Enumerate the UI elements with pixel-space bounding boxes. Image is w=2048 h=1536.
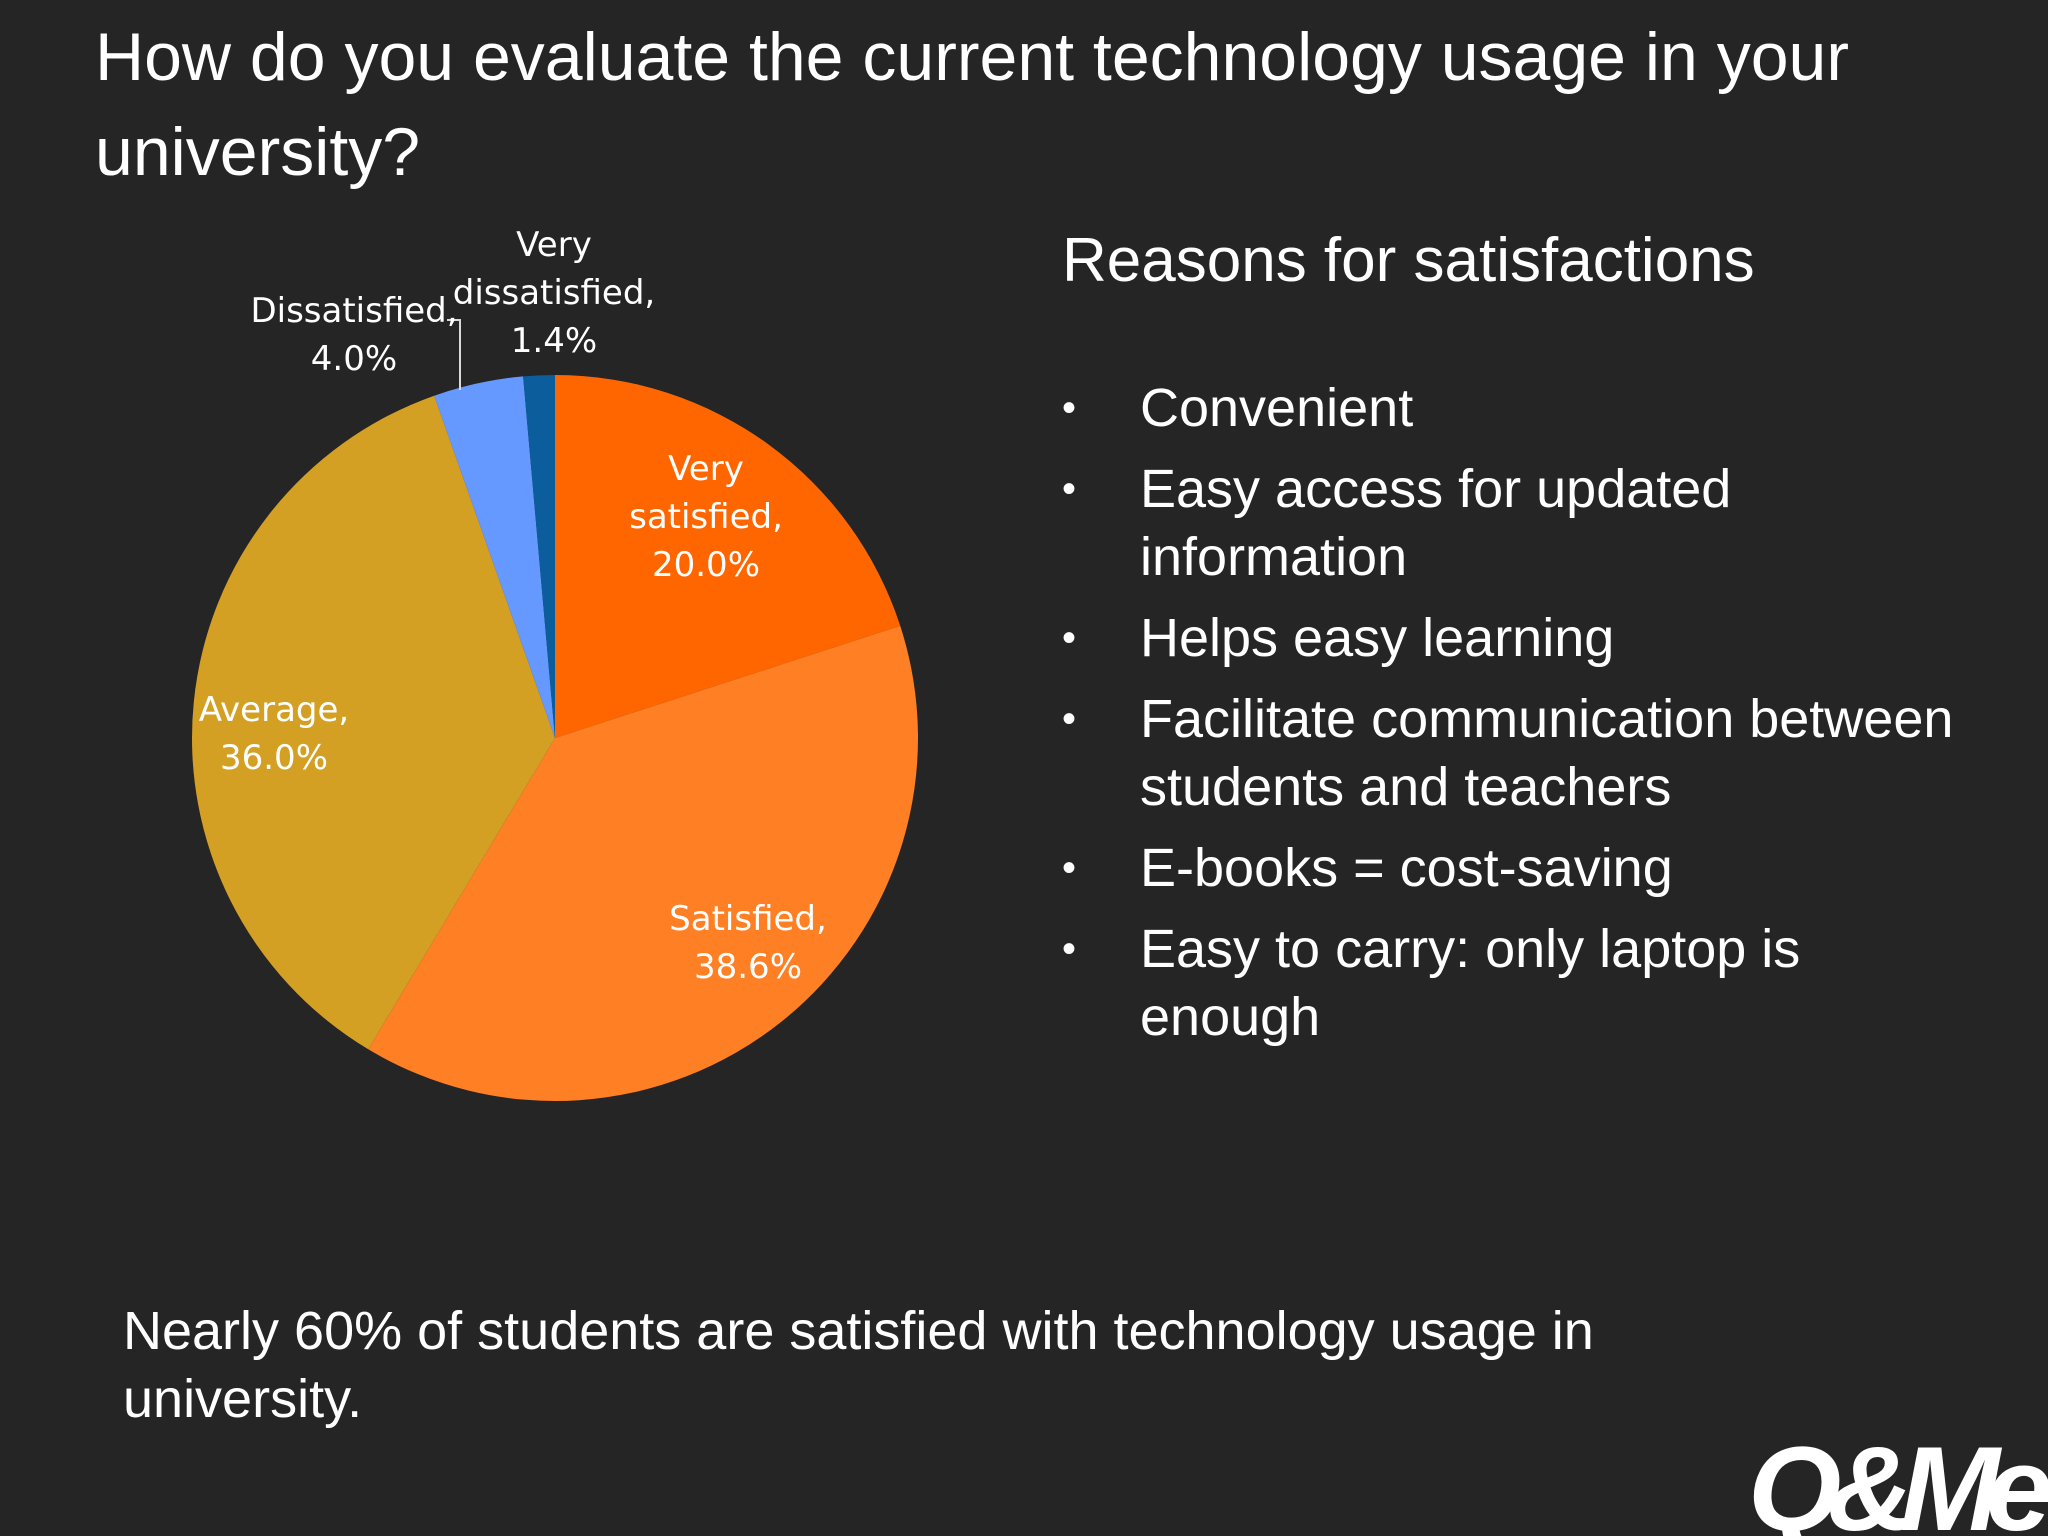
slice-category-label: Average, [199, 690, 349, 730]
pie-slice [523, 375, 555, 738]
reason-text: Facilitate communication between student… [1140, 689, 1954, 817]
logo-text: Q&Me [1752, 1422, 2048, 1536]
slice-category-label: Very [668, 449, 744, 489]
reason-item: • Easy access for updated information [1062, 455, 1962, 591]
summary-text: Nearly 60% of students are satisfied wit… [123, 1301, 1594, 1429]
slice-value-label: 36.0% [220, 738, 328, 778]
slice-category-label: dissatisfied, [453, 273, 656, 313]
slice-category-label: Dissatisfied, [250, 291, 457, 331]
bullet-icon: • [1062, 846, 1077, 890]
bullet-icon: • [1062, 616, 1077, 660]
slice-value-label: 4.0% [311, 339, 397, 379]
reason-text: Easy to carry: only laptop is enough [1140, 919, 1801, 1047]
pie-chart: Very satisfied, 20.0% Satisfied, 38.6% Averag… [191, 225, 918, 1101]
reason-item: • Facilitate communication between stude… [1062, 685, 1962, 821]
reason-item: • Convenient [1062, 374, 1962, 442]
reason-text: E-books = cost-saving [1140, 838, 1673, 898]
slice-value-label: 38.6% [694, 947, 802, 987]
bullet-icon: • [1062, 697, 1077, 741]
reasons-list: • Convenient • Easy access for updated i… [1062, 374, 1962, 1064]
slice-value-label: 1.4% [511, 321, 597, 361]
reasons-title: Reasons for satisfactions [1062, 226, 1755, 295]
bullet-icon: • [1062, 927, 1077, 971]
slice-category-label: Satisfied, [669, 899, 827, 939]
reason-text: Convenient [1140, 378, 1414, 438]
slice-value-label: 20.0% [652, 545, 760, 585]
reason-item: • Easy to carry: only laptop is enough [1062, 915, 1962, 1051]
pie-slice [434, 376, 555, 738]
bullet-icon: • [1062, 467, 1077, 511]
leader-line [447, 319, 461, 390]
reason-item: • Helps easy learning [1062, 604, 1962, 672]
slice-category-label: satisfied, [629, 497, 783, 537]
slice-category-label: Very [516, 225, 592, 265]
reason-text: Helps easy learning [1140, 608, 1615, 668]
brand-logo: Q&Me [1752, 1420, 2048, 1536]
pie-slice [191, 395, 556, 1050]
reason-text: Easy access for updated information [1140, 459, 1732, 587]
reason-item: • E-books = cost-saving [1062, 834, 1962, 902]
pie-slice [368, 625, 918, 1101]
slide-title: How do you evaluate the current technolo… [95, 19, 1849, 190]
bullet-icon: • [1062, 386, 1077, 430]
pie-slice [555, 375, 901, 738]
